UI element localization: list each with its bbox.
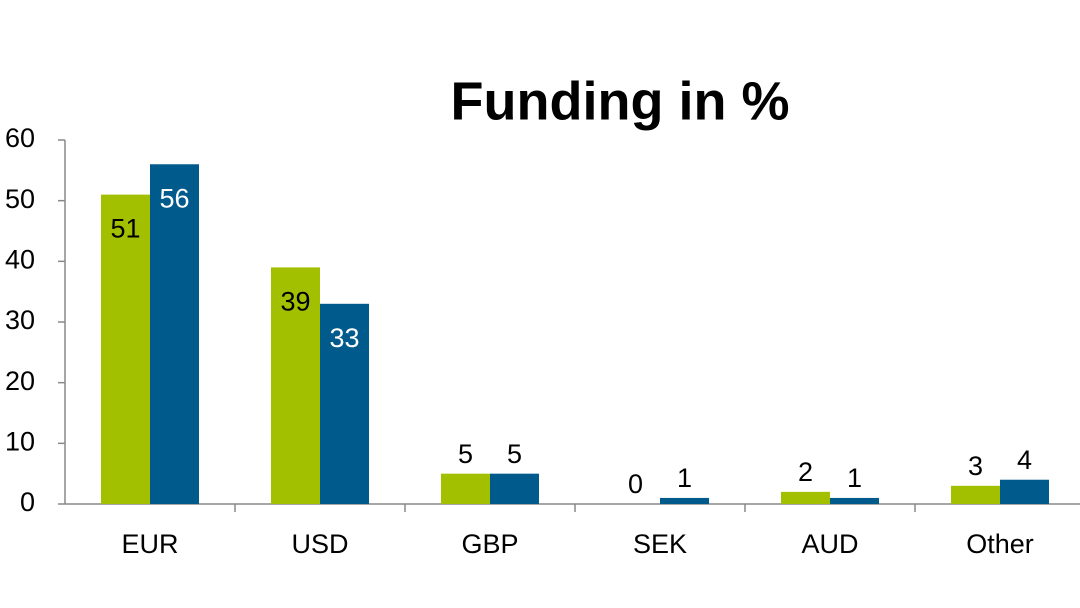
bar bbox=[1000, 479, 1049, 504]
y-tick-label: 20 bbox=[5, 366, 35, 396]
bar bbox=[830, 497, 879, 504]
data-label: 33 bbox=[329, 323, 359, 353]
y-tick-label: 10 bbox=[5, 426, 35, 456]
data-label: 0 bbox=[628, 469, 643, 499]
bar bbox=[490, 473, 539, 504]
bar bbox=[271, 267, 320, 504]
bar bbox=[781, 491, 830, 504]
x-tick-label: GBP bbox=[461, 529, 518, 559]
data-label: 5 bbox=[507, 439, 522, 469]
bar bbox=[660, 497, 709, 504]
data-label: 4 bbox=[1017, 445, 1032, 475]
y-tick-label: 0 bbox=[20, 487, 35, 517]
data-label: 1 bbox=[677, 463, 692, 493]
data-label: 56 bbox=[159, 183, 189, 213]
data-label: 5 bbox=[458, 439, 473, 469]
x-tick-label: SEK bbox=[633, 529, 687, 559]
x-tick-label: AUD bbox=[801, 529, 858, 559]
data-label: 2 bbox=[798, 457, 813, 487]
data-label: 1 bbox=[847, 463, 862, 493]
data-label: 39 bbox=[280, 287, 310, 317]
y-tick-label: 50 bbox=[5, 184, 35, 214]
x-tick-label: EUR bbox=[121, 529, 178, 559]
bar bbox=[951, 485, 1000, 504]
bar bbox=[441, 473, 490, 504]
bar bbox=[320, 303, 369, 504]
data-label: 3 bbox=[968, 451, 983, 481]
bar bbox=[101, 194, 150, 504]
bar bbox=[150, 164, 199, 504]
chart-title: Funding in % bbox=[451, 71, 790, 131]
y-tick-label: 60 bbox=[5, 123, 35, 153]
x-tick-label: Other bbox=[966, 529, 1034, 559]
y-tick-label: 30 bbox=[5, 305, 35, 335]
x-tick-label: USD bbox=[291, 529, 348, 559]
y-tick-label: 40 bbox=[5, 244, 35, 274]
data-label: 51 bbox=[110, 214, 140, 244]
